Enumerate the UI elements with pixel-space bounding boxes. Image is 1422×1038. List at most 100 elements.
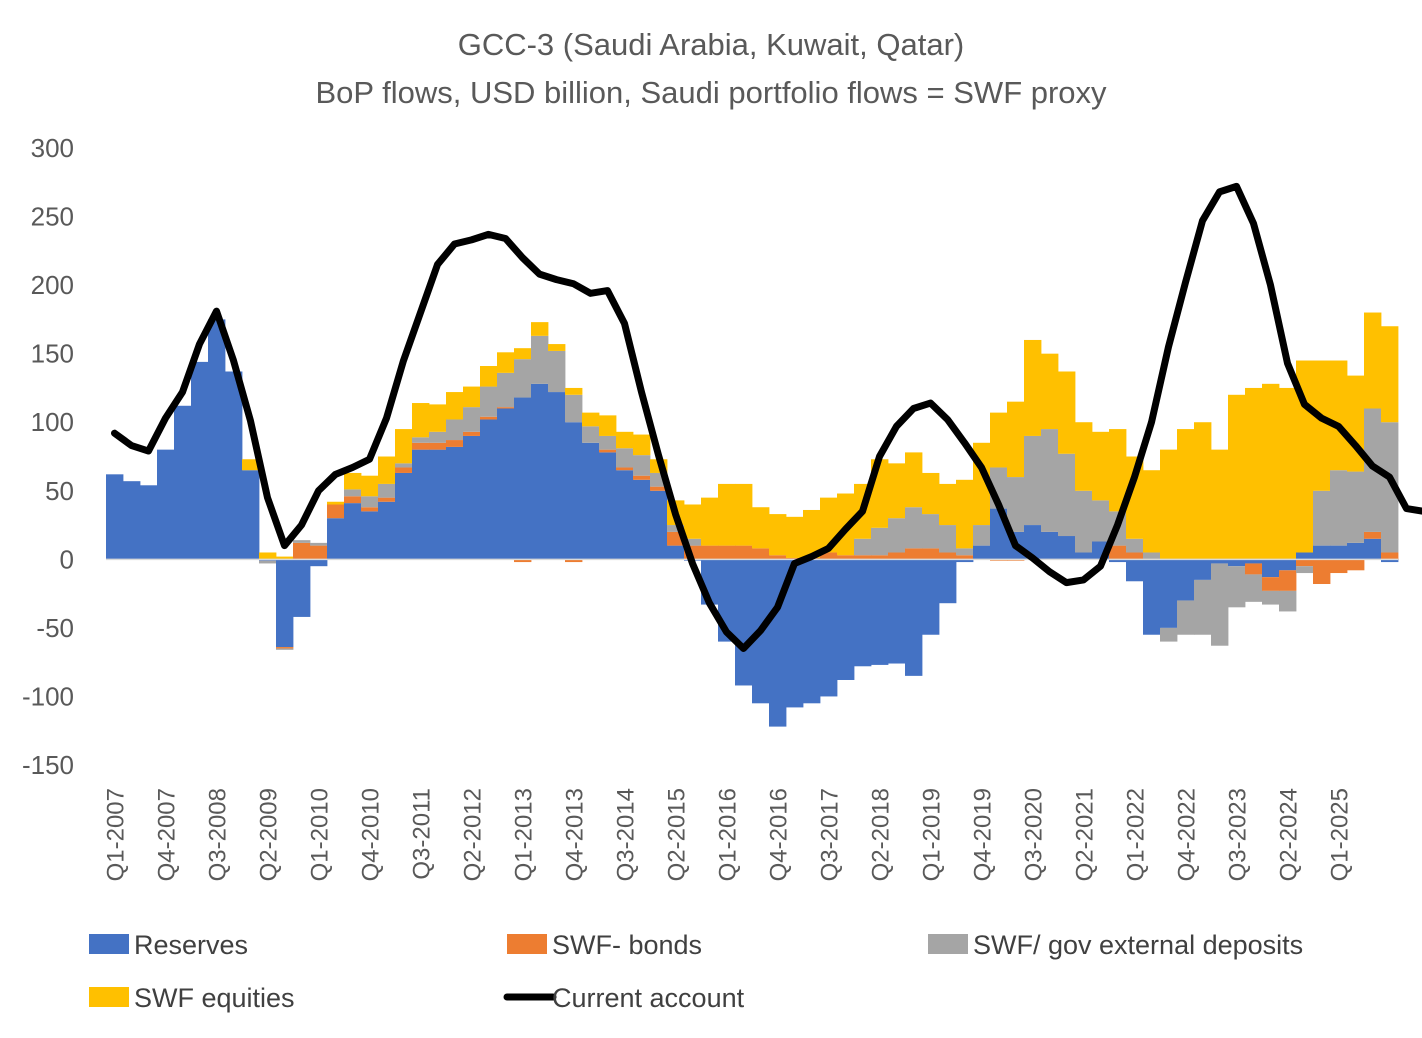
x-tick-label: Q2-2024 — [1276, 788, 1303, 881]
legend-label-reserves: Reserves — [134, 930, 248, 960]
x-tick-label: Q3-2014 — [613, 788, 640, 881]
bar-reserves — [1075, 552, 1092, 559]
bar-reserves — [276, 559, 293, 647]
x-tick-label: Q1-2013 — [511, 788, 538, 881]
bar-swf-gov-external-deposits — [922, 514, 939, 548]
bar-swf-equities — [497, 352, 514, 373]
bar-swf-equities — [939, 484, 956, 525]
y-tick-label: 300 — [31, 133, 74, 163]
bar-reserves — [582, 443, 599, 560]
bar-reserves — [174, 406, 191, 560]
bar-reserves — [242, 470, 259, 559]
bar-swf-bonds — [327, 504, 344, 518]
bar-reserves — [514, 398, 531, 560]
bar-swf-gov-external-deposits — [1041, 429, 1058, 532]
bar-swf-gov-external-deposits — [1228, 566, 1245, 607]
bar-reserves — [735, 559, 752, 685]
bar-reserves — [106, 474, 123, 559]
bar-reserves — [1228, 559, 1245, 566]
bar-swf-equities — [922, 473, 939, 514]
bar-swf-gov-external-deposits — [956, 548, 973, 555]
x-tick-label: Q1-2019 — [919, 788, 946, 881]
x-tick-label: Q1-2007 — [103, 788, 130, 881]
bar-swf-gov-external-deposits — [344, 489, 361, 496]
bar-swf-equities — [905, 452, 922, 507]
bar-reserves — [344, 503, 361, 559]
bar-swf-bonds — [599, 450, 616, 453]
bar-reserves — [429, 450, 446, 560]
bar-reserves — [922, 559, 939, 634]
bar-swf-equities — [684, 504, 701, 538]
bar-swf-bonds — [361, 507, 378, 511]
legend-label-swf-equities: SWF equities — [134, 983, 295, 1013]
bar-reserves — [565, 422, 582, 559]
x-tick-label: Q3-2023 — [1225, 788, 1252, 881]
x-tick-label: Q2-2009 — [256, 788, 283, 881]
bar-reserves — [361, 511, 378, 559]
bar-swf-gov-external-deposits — [1347, 472, 1364, 543]
bar-swf-equities — [1160, 450, 1177, 560]
bar-swf-equities — [446, 392, 463, 419]
x-tick-label: Q1-2016 — [715, 788, 742, 881]
bar-swf-equities — [752, 507, 769, 548]
bar-swf-bonds — [633, 476, 650, 480]
bar-swf-bonds — [412, 443, 429, 450]
y-tick-label: 0 — [60, 544, 74, 574]
bar-reserves — [599, 452, 616, 559]
bar-swf-gov-external-deposits — [582, 426, 599, 442]
legend-swatch-swf-gov-external-deposits — [928, 934, 968, 954]
bar-swf-equities — [514, 348, 531, 359]
x-tick-label: Q2-2021 — [1072, 788, 1099, 881]
bar-swf-bonds — [718, 546, 735, 560]
bar-reserves — [1347, 543, 1364, 559]
bar-reserves — [310, 559, 327, 566]
bar-swf-bonds — [1330, 559, 1347, 573]
bar-swf-gov-external-deposits — [888, 518, 905, 552]
bar-reserves — [293, 559, 310, 617]
bar-swf-gov-external-deposits — [633, 455, 650, 476]
bar-swf-equities — [463, 387, 480, 408]
y-tick-label: 150 — [31, 339, 74, 369]
bar-swf-gov-external-deposits — [1143, 552, 1160, 559]
bar-swf-gov-external-deposits — [599, 436, 616, 450]
bar-swf-gov-external-deposits — [361, 496, 378, 507]
bar-reserves — [871, 559, 888, 665]
bar-swf-gov-external-deposits — [905, 507, 922, 548]
bar-swf-bonds — [497, 407, 514, 408]
bar-swf-gov-external-deposits — [616, 448, 633, 467]
chart-title: GCC-3 (Saudi Arabia, Kuwait, Qatar) — [458, 27, 965, 62]
bar-reserves — [1194, 559, 1211, 580]
bar-swf-equities — [1245, 388, 1262, 559]
bar-swf-bonds — [616, 467, 633, 470]
bar-reserves — [1126, 559, 1143, 581]
bar-swf-equities — [395, 429, 412, 463]
bar-swf-equities — [1211, 450, 1228, 560]
x-tick-label: Q4-2013 — [562, 788, 589, 881]
bar-swf-bonds — [1126, 552, 1143, 559]
bar-swf-gov-external-deposits — [514, 359, 531, 397]
bar-swf-equities — [1075, 422, 1092, 491]
bar-swf-bonds — [905, 548, 922, 559]
bar-swf-bonds — [1313, 559, 1330, 584]
bar-swf-gov-external-deposits — [1194, 580, 1211, 635]
bar-swf-equities — [565, 388, 582, 395]
bar-reserves — [667, 546, 684, 560]
bar-swf-equities — [990, 413, 1007, 468]
bar-swf-gov-external-deposits — [293, 540, 310, 543]
y-tick-label: 100 — [31, 407, 74, 437]
bar-swf-equities — [361, 476, 378, 497]
bar-swf-equities — [344, 473, 361, 489]
bar-reserves — [378, 502, 395, 560]
bar-swf-equities — [429, 404, 446, 431]
bar-swf-equities — [531, 322, 548, 336]
bar-swf-gov-external-deposits — [429, 432, 446, 443]
bar-swf-equities — [1381, 326, 1398, 422]
bar-swf-equities — [616, 432, 633, 448]
bar-swf-gov-external-deposits — [1075, 491, 1092, 553]
y-tick-label: 200 — [31, 270, 74, 300]
bar-swf-bonds — [1245, 563, 1262, 574]
bar-reserves — [225, 371, 242, 559]
